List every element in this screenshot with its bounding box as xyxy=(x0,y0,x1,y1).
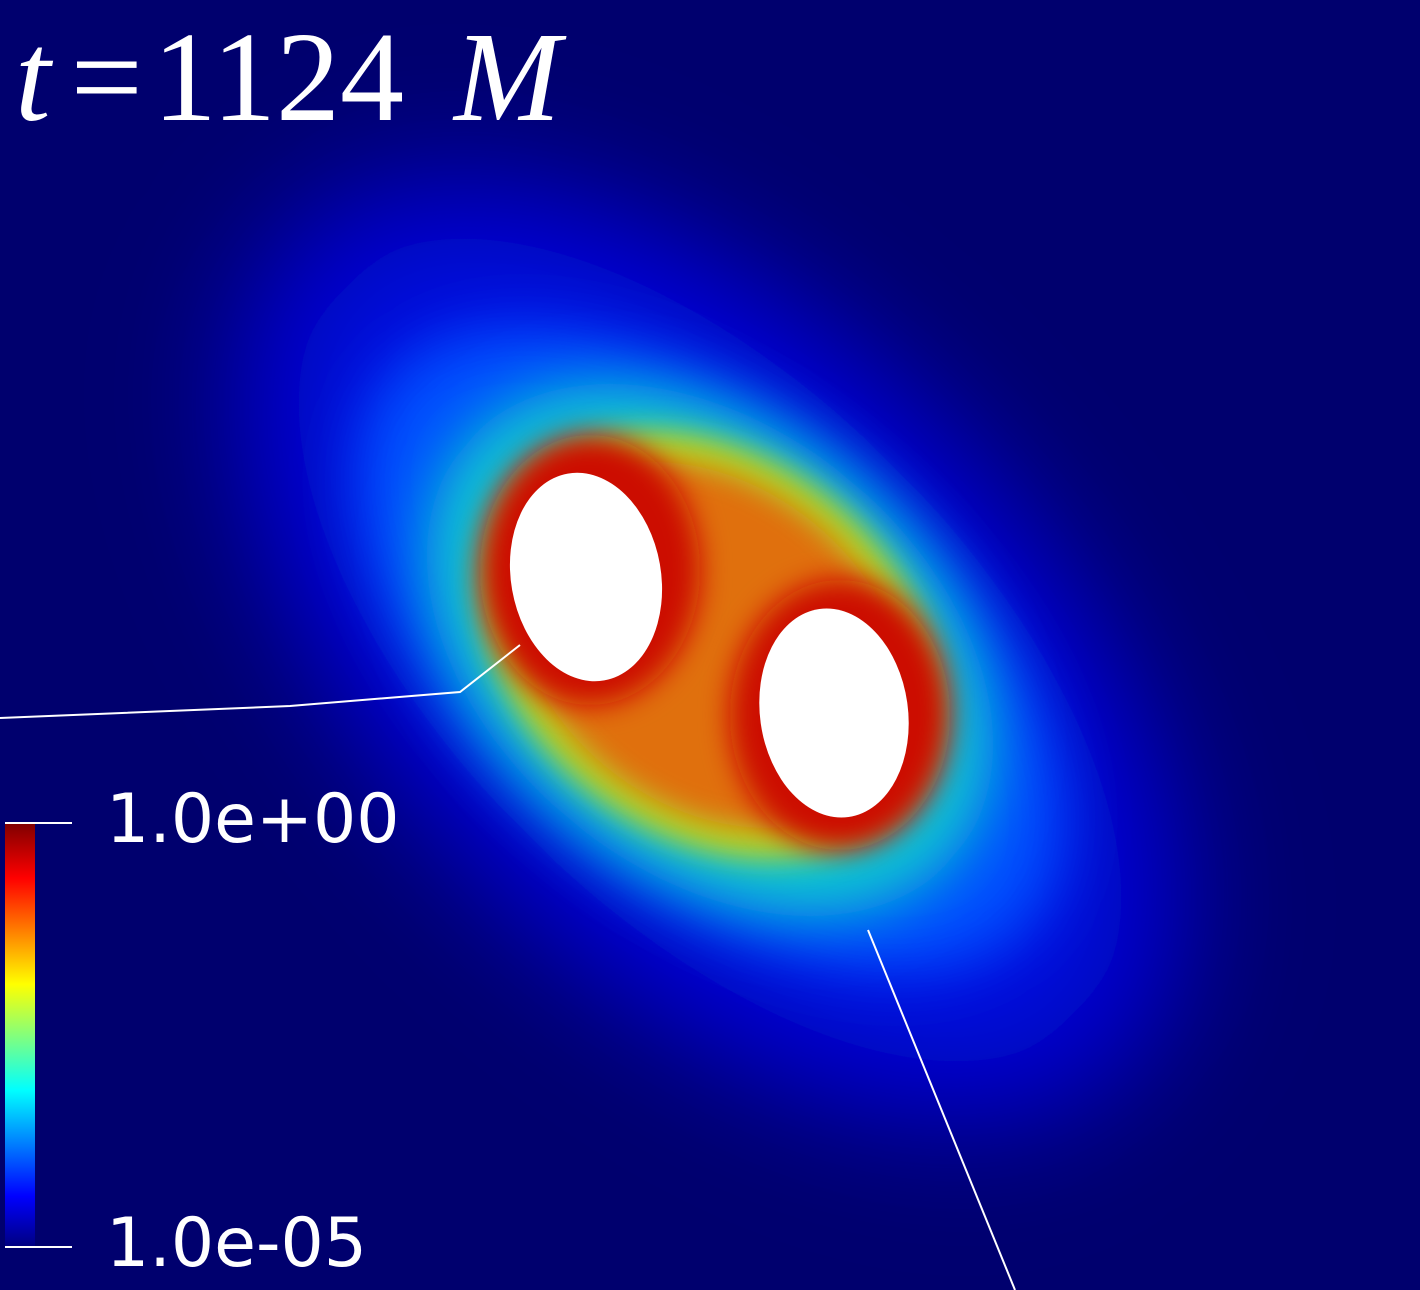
artifact-line xyxy=(867,929,1016,1290)
colorbar-min-label: 1.0e-05 xyxy=(106,1204,367,1283)
colorbar-max-label: 1.0e+00 xyxy=(106,780,399,859)
time-equals: = xyxy=(71,6,143,148)
horizon xyxy=(509,472,663,682)
time-label: t =1124 M xyxy=(15,6,567,148)
time-symbol: t xyxy=(15,6,54,148)
time-value: 1124 xyxy=(153,6,404,148)
horizon xyxy=(759,608,909,818)
colorbar-gradient xyxy=(5,823,35,1247)
time-unit: M xyxy=(452,6,567,148)
colorbar: 1.0e+00 1.0e-05 xyxy=(5,780,399,1283)
field xyxy=(0,165,1195,1290)
artifact-line xyxy=(0,644,521,719)
